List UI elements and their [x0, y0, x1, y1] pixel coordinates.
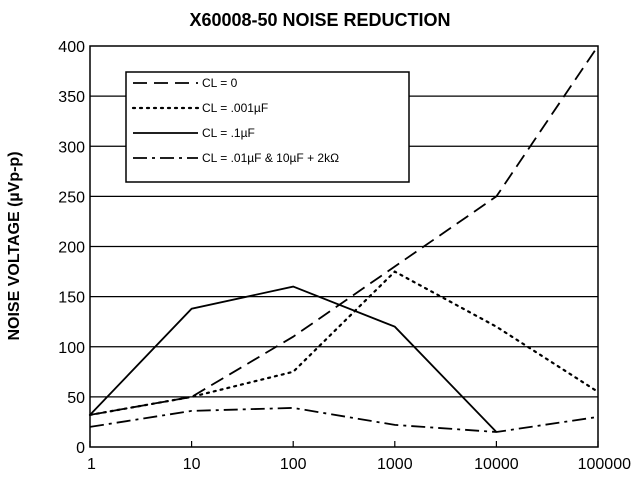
chart-title: X60008-50 NOISE REDUCTION — [189, 10, 450, 30]
series-line-4 — [89, 406, 599, 433]
series-line-2 — [88, 270, 600, 416]
plot-frame — [89, 45, 599, 448]
x-tick-label: 1 — [87, 456, 96, 473]
x-tick-label: 10000 — [474, 456, 519, 473]
legend-label-4: CL = .01µF & 10µF + 2kΩ — [202, 151, 339, 165]
series-line-3 — [89, 285, 498, 433]
tick-labels: 0 50 100 150 200 250 300 350 400 1 10 100 1000 10000 1… — [58, 39, 631, 473]
x-tick-label: 10 — [183, 456, 201, 473]
legend-label-1: CL = 0 — [202, 76, 238, 90]
legend-box — [125, 71, 410, 183]
y-tick-label: 300 — [58, 139, 85, 156]
y-tick-label: 150 — [58, 290, 85, 307]
y-tick-label: 0 — [76, 440, 85, 457]
x-tick-label: 1000 — [377, 456, 413, 473]
x-tick-label: 100 — [280, 456, 307, 473]
y-axis-label: NOISE VOLTAGE (µVp-p) — [6, 151, 23, 340]
y-tick-label: 350 — [58, 89, 85, 106]
series-lines — [88, 45, 600, 433]
y-tick-label: 200 — [58, 240, 85, 257]
y-tick-label: 50 — [67, 390, 85, 407]
legend: CL = 0 CL = .001µF CL = .1µF CL = .01µF & 1… — [125, 71, 410, 183]
y-tick-label: 400 — [58, 39, 85, 56]
legend-label-3: CL = .1µF — [202, 126, 255, 140]
x-tick-label: 100000 — [578, 456, 631, 473]
y-tick-label: 250 — [58, 189, 85, 206]
legend-label-2: CL = .001µF — [202, 101, 268, 115]
y-tick-label: 100 — [58, 340, 85, 357]
